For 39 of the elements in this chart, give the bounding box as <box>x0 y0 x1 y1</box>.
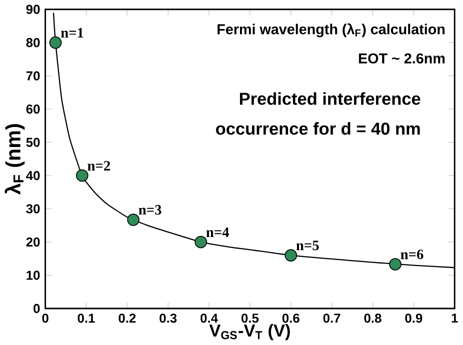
annotation: Predicted interference <box>240 92 420 105</box>
annotation: n=5 <box>296 240 319 250</box>
annotation: n=3 <box>138 205 162 215</box>
x-tick-label: 0.3 <box>160 314 177 323</box>
annotation: Fermi wavelength (λ$_{F}$) calculation <box>218 23 445 38</box>
y-tick-label: 20 <box>26 238 40 247</box>
point <box>76 169 88 182</box>
y-tick-label: 40 <box>26 171 40 180</box>
y-tick-label: 90 <box>26 4 40 14</box>
point <box>49 36 62 49</box>
annotation: n=2 <box>88 161 110 171</box>
point <box>389 258 402 271</box>
annotation: n=4 <box>206 228 230 238</box>
x-tick-label: 0.5 <box>241 314 259 323</box>
y-tick-label: 30 <box>26 204 40 214</box>
x-tick-label: 0.9 <box>405 314 422 323</box>
y-tick-label: 50 <box>26 138 40 147</box>
annotation: n=1 <box>61 28 84 38</box>
annotation: EOT ~ 2.6nm <box>358 53 445 64</box>
x-tick-label: 0.6 <box>282 314 300 323</box>
point <box>284 249 298 262</box>
y-tick-label: 0 <box>34 304 40 314</box>
y-tick-label: 10 <box>26 270 40 280</box>
x-tick-label: 0.8 <box>364 314 382 323</box>
y-axis-title: λ$_{F}$ (nm) <box>4 124 25 195</box>
x-tick-label: 0.2 <box>118 314 136 323</box>
x-tick-label: 0.4 <box>200 314 218 323</box>
y-tick-label: 60 <box>26 104 40 114</box>
x-tick-label: 0.7 <box>323 314 340 323</box>
x-tick-label: 1 <box>452 314 458 323</box>
y-tick-label: 70 <box>26 71 40 80</box>
x-tick-label: 0.1 <box>78 314 95 323</box>
annotation: n=6 <box>400 250 424 260</box>
annotation: occurrence for d = 40 nm <box>216 122 420 135</box>
point <box>194 236 208 248</box>
x-axis-title: V$_{GS}$-V$_{T}$ (V) <box>209 324 290 340</box>
y-tick-label: 80 <box>26 38 40 48</box>
x-tick-label: 0 <box>42 314 48 323</box>
point <box>127 214 140 226</box>
